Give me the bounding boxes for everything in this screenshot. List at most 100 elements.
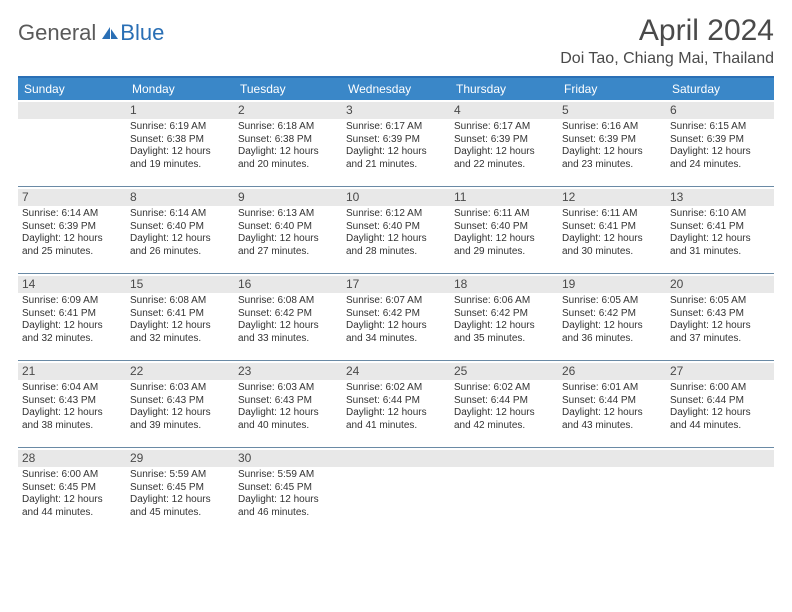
calendar-cell: 3Sunrise: 6:17 AMSunset: 6:39 PMDaylight…: [342, 100, 450, 187]
sunset-text: Sunset: 6:43 PM: [22, 395, 122, 408]
day-number: 16: [234, 276, 342, 293]
calendar-cell: 29Sunrise: 5:59 AMSunset: 6:45 PMDayligh…: [126, 448, 234, 535]
calendar-cell: 13Sunrise: 6:10 AMSunset: 6:41 PMDayligh…: [666, 187, 774, 274]
calendar-cell: 10Sunrise: 6:12 AMSunset: 6:40 PMDayligh…: [342, 187, 450, 274]
sunrise-text: Sunrise: 6:08 AM: [130, 295, 230, 308]
calendar-cell: [342, 448, 450, 535]
daylight2-text: and 24 minutes.: [670, 159, 770, 172]
sunset-text: Sunset: 6:42 PM: [454, 308, 554, 321]
sunset-text: Sunset: 6:44 PM: [346, 395, 446, 408]
sunset-text: Sunset: 6:45 PM: [130, 482, 230, 495]
sunrise-text: Sunrise: 6:11 AM: [562, 208, 662, 221]
day-number: 11: [450, 189, 558, 206]
calendar-cell: 27Sunrise: 6:00 AMSunset: 6:44 PMDayligh…: [666, 361, 774, 448]
sunrise-text: Sunrise: 6:09 AM: [22, 295, 122, 308]
sunset-text: Sunset: 6:40 PM: [238, 221, 338, 234]
daylight1-text: Daylight: 12 hours: [670, 233, 770, 246]
calendar-cell: 26 Sunrise: 6:01 AMSunset: 6:44 PMDayligh…: [558, 361, 666, 448]
daylight2-text: and 39 minutes.: [130, 420, 230, 433]
sunrise-text: Sunrise: 6:07 AM: [346, 295, 446, 308]
daylight2-text: and 31 minutes.: [670, 246, 770, 259]
calendar-cell: 17Sunrise: 6:07 AMSunset: 6:42 PMDayligh…: [342, 274, 450, 361]
day-number: 2: [234, 102, 342, 119]
sunset-text: Sunset: 6:41 PM: [670, 221, 770, 234]
day-number: 17: [342, 276, 450, 293]
sunrise-text: Sunrise: 6:03 AM: [130, 382, 230, 395]
logo-text-blue: Blue: [120, 20, 164, 46]
day-number: 15: [126, 276, 234, 293]
daylight1-text: Daylight: 12 hours: [562, 146, 662, 159]
sunrise-text: Sunrise: 6:16 AM: [562, 121, 662, 134]
sunset-text: Sunset: 6:39 PM: [454, 134, 554, 147]
sunrise-text: Sunrise: 6:08 AM: [238, 295, 338, 308]
sunrise-text: Sunrise: 6:03 AM: [238, 382, 338, 395]
daylight2-text: and 38 minutes.: [22, 420, 122, 433]
calendar-cell: 4Sunrise: 6:17 AMSunset: 6:39 PMDaylight…: [450, 100, 558, 187]
daylight2-text: and 37 minutes.: [670, 333, 770, 346]
sunset-text: Sunset: 6:39 PM: [346, 134, 446, 147]
calendar-cell: [558, 448, 666, 535]
daylight1-text: Daylight: 12 hours: [238, 233, 338, 246]
daylight1-text: Daylight: 12 hours: [346, 233, 446, 246]
day-number: 3: [342, 102, 450, 119]
daylight1-text: Daylight: 12 hours: [130, 320, 230, 333]
calendar-cell: 15 Sunrise: 6:08 AMSunset: 6:41 PMDayligh…: [126, 274, 234, 361]
sunrise-text: Sunrise: 6:05 AM: [562, 295, 662, 308]
sunset-text: Sunset: 6:42 PM: [562, 308, 662, 321]
daylight1-text: Daylight: 12 hours: [130, 146, 230, 159]
daylight2-text: and 41 minutes.: [346, 420, 446, 433]
calendar-cell: 1Sunrise: 6:19 AMSunset: 6:38 PMDaylight…: [126, 100, 234, 187]
sunrise-text: Sunrise: 6:14 AM: [22, 208, 122, 221]
day-number: 26: [558, 363, 666, 380]
calendar-cell: 28Sunrise: 6:00 AMSunset: 6:45 PMDayligh…: [18, 448, 126, 535]
dow-header: Tuesday: [234, 78, 342, 100]
day-number: 9: [234, 189, 342, 206]
sunrise-text: Sunrise: 6:01 AM: [562, 382, 662, 395]
daylight1-text: Daylight: 12 hours: [130, 407, 230, 420]
sunset-text: Sunset: 6:40 PM: [346, 221, 446, 234]
sunrise-text: Sunrise: 6:18 AM: [238, 121, 338, 134]
daylight1-text: Daylight: 12 hours: [562, 320, 662, 333]
sunset-text: Sunset: 6:42 PM: [238, 308, 338, 321]
daylight1-text: Daylight: 12 hours: [562, 233, 662, 246]
calendar-cell: 14Sunrise: 6:09 AMSunset: 6:41 PMDayligh…: [18, 274, 126, 361]
month-title: April 2024: [560, 14, 774, 48]
header: General Blue April 2024 Doi Tao, Chiang …: [18, 14, 774, 68]
daylight1-text: Daylight: 12 hours: [454, 407, 554, 420]
sunset-text: Sunset: 6:41 PM: [130, 308, 230, 321]
title-block: April 2024 Doi Tao, Chiang Mai, Thailand: [560, 14, 774, 68]
day-number: 25: [450, 363, 558, 380]
calendar-cell: 6Sunrise: 6:15 AMSunset: 6:39 PMDaylight…: [666, 100, 774, 187]
calendar-cell: 11Sunrise: 6:11 AMSunset: 6:40 PMDayligh…: [450, 187, 558, 274]
day-number: 8: [126, 189, 234, 206]
daylight1-text: Daylight: 12 hours: [238, 407, 338, 420]
sunrise-text: Sunrise: 6:14 AM: [130, 208, 230, 221]
calendar-cell: 19Sunrise: 6:05 AMSunset: 6:42 PMDayligh…: [558, 274, 666, 361]
daylight1-text: Daylight: 12 hours: [346, 320, 446, 333]
day-number: 27: [666, 363, 774, 380]
calendar-cell: 7Sunrise: 6:14 AMSunset: 6:39 PMDaylight…: [18, 187, 126, 274]
daylight2-text: and 33 minutes.: [238, 333, 338, 346]
sunset-text: Sunset: 6:41 PM: [22, 308, 122, 321]
dow-header: Wednesday: [342, 78, 450, 100]
sunrise-text: Sunrise: 6:17 AM: [454, 121, 554, 134]
sunset-text: Sunset: 6:44 PM: [562, 395, 662, 408]
daylight2-text: and 27 minutes.: [238, 246, 338, 259]
sunrise-text: Sunrise: 6:02 AM: [346, 382, 446, 395]
daylight1-text: Daylight: 12 hours: [454, 233, 554, 246]
sunset-text: Sunset: 6:43 PM: [238, 395, 338, 408]
daylight2-text: and 30 minutes.: [562, 246, 662, 259]
sunrise-text: Sunrise: 6:11 AM: [454, 208, 554, 221]
sunrise-text: Sunrise: 6:00 AM: [670, 382, 770, 395]
day-number: 14: [18, 276, 126, 293]
day-number: 28: [18, 450, 126, 467]
calendar-cell: [18, 100, 126, 187]
calendar-cell: 25Sunrise: 6:02 AMSunset: 6:44 PMDayligh…: [450, 361, 558, 448]
daylight2-text: and 19 minutes.: [130, 159, 230, 172]
daylight1-text: Daylight: 12 hours: [562, 407, 662, 420]
sunrise-text: Sunrise: 5:59 AM: [130, 469, 230, 482]
dow-header: Friday: [558, 78, 666, 100]
day-number: 29: [126, 450, 234, 467]
calendar-cell: 18Sunrise: 6:06 AMSunset: 6:42 PMDayligh…: [450, 274, 558, 361]
calendar-cell: 8Sunrise: 6:14 AMSunset: 6:40 PMDaylight…: [126, 187, 234, 274]
